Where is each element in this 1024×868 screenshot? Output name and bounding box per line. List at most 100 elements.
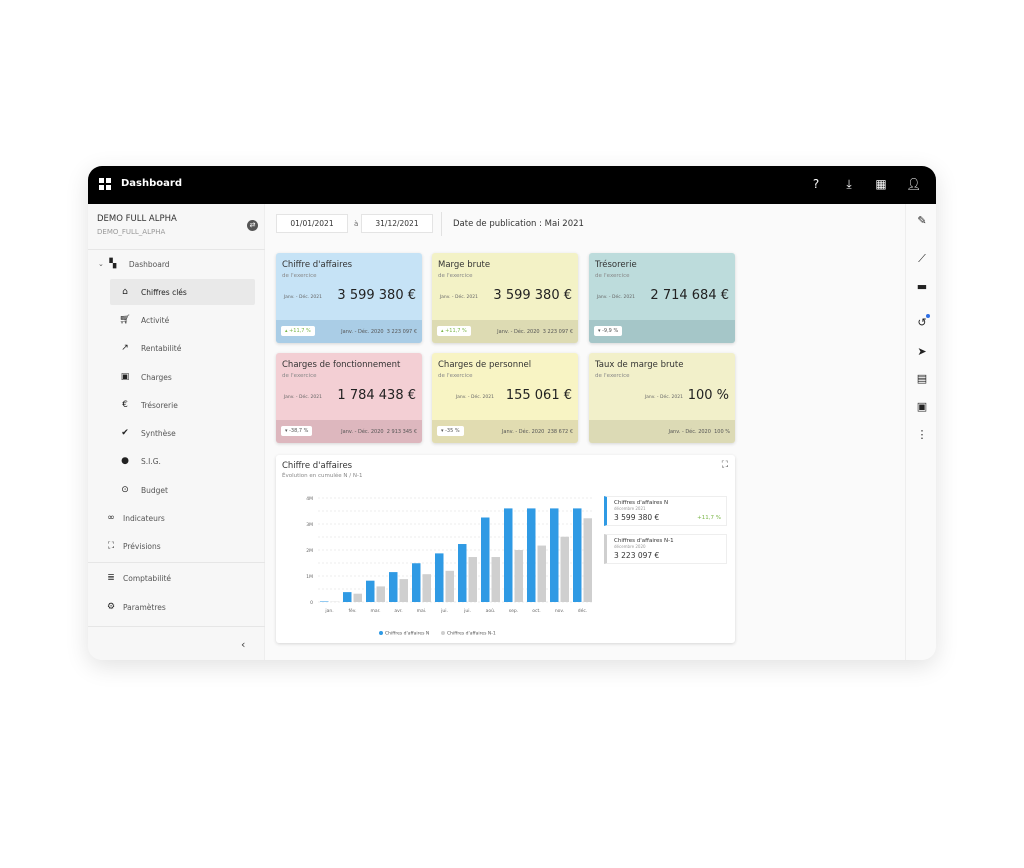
history-icon[interactable]: ↺ [915, 314, 930, 329]
card-subtitle: de l'exercice [595, 373, 630, 379]
fullscreen-icon[interactable]: ⛶ [721, 460, 728, 470]
sidebar-item-previsions[interactable]: ⛶ Prévisions [88, 533, 265, 559]
previous-period: Janv. - Déc. 2020 100 % [668, 429, 730, 435]
change-value: -9,9 % [602, 328, 619, 334]
x-tick-label: nov. [555, 609, 564, 614]
sidebar-item-chiffres-cles[interactable]: ⌂ Chiffres clés [110, 279, 255, 305]
account-icon[interactable]: 👤︎ [906, 177, 922, 191]
date-from-input[interactable]: 01/01/2021 [276, 214, 348, 233]
kpi-card[interactable]: Trésorerie de l'exercice 2 714 684 € ▾ -… [589, 253, 735, 343]
sidebar-item-dashboard[interactable]: ⌄ ▚ Dashboard [98, 259, 170, 269]
card-value: 1 784 438 € [337, 388, 416, 403]
apps-icon[interactable]: ▦ [875, 177, 887, 191]
previous-period [727, 329, 730, 335]
comment-icon[interactable]: ▬ [916, 280, 928, 293]
sidebar: DEMO FULL ALPHA DEMO_FULL_ALPHA ⇄ ⌄ ▚ Dash… [88, 204, 265, 660]
card-title: Chiffre d'affaires [282, 260, 353, 270]
help-icon[interactable]: ? [812, 177, 820, 191]
publication-date: Date de publication : Mai 2021 [453, 219, 584, 229]
date-to-input[interactable]: 31/12/2021 [361, 214, 433, 233]
app-title: Dashboard [121, 178, 182, 189]
legend-box-n: Chiffres d'affaires N décembre 2021 3 59… [604, 496, 727, 526]
prev-value: 2 913 345 € [386, 429, 417, 435]
download-icon[interactable]: ⤓ [846, 177, 852, 191]
sidebar-item-synthese[interactable]: ✔ Synthèse [88, 420, 265, 446]
card-title: Trésorerie [595, 260, 637, 270]
sidebar-item-charges[interactable]: ▣ Charges [88, 364, 265, 390]
square-icon: ▣ [120, 372, 130, 382]
bar-n-1 [353, 593, 362, 602]
legend-label: Chiffres d'affaires N-1 [447, 631, 496, 637]
insights-icon[interactable]: ⟋ [918, 252, 926, 265]
send-icon[interactable]: ➤ [917, 345, 927, 358]
sidebar-item-budget[interactable]: ⊙ Budget [88, 477, 265, 503]
euro-icon: € [122, 400, 128, 410]
card-title: Charges de fonctionnement [282, 360, 401, 370]
sidebar-item-parametres[interactable]: ⚙ Paramètres [88, 594, 265, 620]
edit-icon[interactable]: ✎ [917, 214, 927, 227]
kpi-card[interactable]: Charges de personnel de l'exercice 155 0… [432, 353, 578, 443]
label: Synthèse [141, 428, 176, 438]
bar-n [504, 508, 513, 602]
switch-org-icon[interactable]: ⇄ [247, 220, 258, 231]
pdf-icon[interactable]: ▣ [916, 400, 928, 413]
kpi-card[interactable]: Marge brute de l'exercice 3 599 380 € ▴ … [432, 253, 578, 343]
change-badge: ▴ +11,7 % [437, 326, 471, 336]
kpi-card[interactable]: Taux de marge brute de l'exercice 100 % … [589, 353, 735, 443]
label: Dashboard [128, 259, 170, 269]
check-circle-icon: ✔ [121, 428, 129, 438]
top-bar: Dashboard ? ⤓ ▦ 👤︎ [88, 166, 936, 204]
trending-icon: ↗ [121, 343, 129, 353]
circle-icon: ● [121, 456, 129, 466]
card-title: Marge brute [438, 260, 491, 270]
sidebar-item-indicateurs[interactable]: ∞ Indicateurs [88, 505, 265, 531]
sidebar-item-activite[interactable]: 🛒︎ Activité [88, 307, 265, 333]
previous-period: Janv. - Déc. 2020 3 223 097 € [497, 329, 573, 335]
bar-n-1 [399, 579, 408, 602]
sidebar-item-sig[interactable]: ● S.I.G. [88, 448, 265, 474]
x-tick-label: sep. [509, 609, 518, 614]
kpi-card[interactable]: Chiffre d'affaires de l'exercice 3 599 3… [276, 253, 422, 343]
kpi-card[interactable]: Charges de fonctionnement de l'exercice … [276, 353, 422, 443]
sidebar-item-comptabilite[interactable]: ≣ Comptabilité [88, 565, 265, 591]
collapse-sidebar-button[interactable]: ‹ [241, 638, 246, 651]
more-icon[interactable]: ⋮ [916, 428, 928, 441]
x-tick-label: déc. [578, 607, 588, 614]
change-badge: ▾ -35 % [437, 426, 464, 436]
bar-n-1 [422, 574, 431, 602]
x-tick-label: aoû. [486, 607, 496, 614]
x-tick-label: mai. [417, 608, 427, 614]
previous-period: Janv. - Déc. 2020 2 913 345 € [341, 429, 417, 435]
card-footer: ▾ -9,9 % [589, 320, 735, 343]
sidebar-item-rentabilite[interactable]: ↗ Rentabilité [88, 335, 265, 361]
legend-label: Chiffres d'affaires N [385, 631, 429, 637]
bar-n-1 [514, 550, 523, 602]
legend-marker [379, 631, 383, 635]
legend-box-n1: Chiffres d'affaires N-1 décembre 2020 3 … [604, 534, 727, 564]
label: Rentabilité [141, 343, 182, 353]
target-icon: ⊙ [121, 485, 129, 495]
x-tick-label: jan. [324, 608, 333, 614]
contacts-icon[interactable]: ▤ [916, 372, 928, 385]
bar-n-1 [583, 518, 592, 602]
label: Budget [141, 485, 168, 495]
previous-period: Janv. - Déc. 2020 3 223 097 € [341, 329, 417, 335]
card-value: 2 714 684 € [650, 288, 729, 303]
label: Trésorerie [141, 400, 178, 410]
bar-n [435, 553, 444, 602]
previous-period: Janv. - Déc. 2020 238 672 € [502, 429, 573, 435]
prev-value: 3 223 097 € [542, 329, 573, 335]
chart-title: Chiffre d'affaires [282, 461, 353, 471]
legend-label: Chiffres d'affaires N-1 [614, 538, 674, 544]
prev-value: 3 223 097 € [386, 329, 417, 335]
bar-n [389, 572, 398, 602]
home-icon: ⌂ [122, 287, 128, 297]
chart-subtitle: Évolution en cumulée N / N-1 [282, 473, 363, 479]
sidebar-item-tresorerie[interactable]: € Trésorerie [88, 392, 265, 418]
bar-n-1 [491, 557, 500, 602]
legend-date: décembre 2020 [614, 544, 646, 549]
change-badge: ▴ +11,7 % [281, 326, 315, 336]
change-value: -35 % [445, 428, 460, 434]
y-tick-label: 0 [310, 600, 313, 606]
organization: DEMO FULL ALPHA DEMO_FULL_ALPHA [97, 214, 177, 236]
